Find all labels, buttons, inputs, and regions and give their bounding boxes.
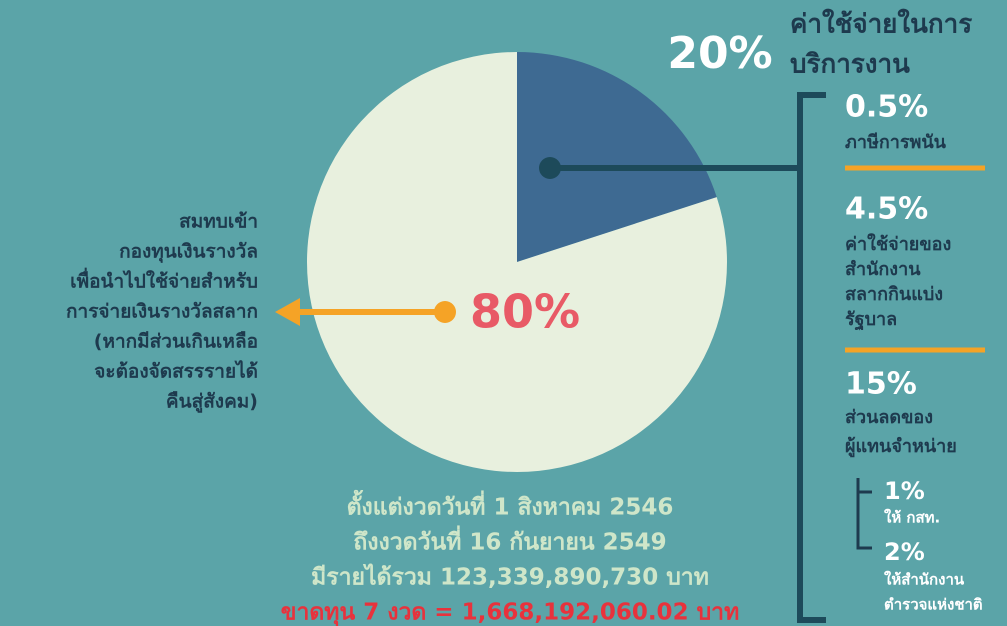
- sub-value: 2%: [884, 538, 925, 566]
- connector-dot: [539, 157, 561, 179]
- pie-slice: [517, 52, 717, 262]
- sub-label: ให้ กสท.: [884, 509, 940, 527]
- breakdown-label: ค่าใช้จ่ายของ: [845, 233, 951, 255]
- pie-slice: [307, 52, 727, 473]
- arrow-dot: [434, 301, 456, 323]
- sub-label: ตำรวจแห่งชาติ: [884, 596, 983, 614]
- slice-description: กองทุนเงินรางวัล: [119, 241, 258, 264]
- breakdown-label: ผู้แทนจำหน่าย: [845, 436, 957, 458]
- slice-description: จะต้องจัดสรรรายได้: [94, 360, 258, 383]
- sub-label: ให้สำนักงาน: [884, 571, 965, 589]
- breakdown-value: 15%: [845, 367, 917, 402]
- slice-description: คืนสู่สังคม): [166, 391, 258, 414]
- slice-description: สมทบเข้า: [179, 211, 258, 233]
- bracket: [797, 92, 826, 623]
- slice-description: เพื่อนำไปใช้จ่ายสำหรับ: [70, 268, 258, 293]
- note: ถึงงวดวันที่ 16 กันยายน 2549: [353, 525, 666, 556]
- slice-description: การจ่ายเงินรางวัลสลาก: [66, 301, 258, 323]
- slice-title: ค่าใช้จ่ายในการ: [790, 9, 972, 40]
- note: ขาดทุน 7 งวด = 1,668,192,060.02 บาท: [281, 600, 740, 626]
- sub-bracket: [856, 478, 872, 550]
- arrow-head: [275, 298, 300, 326]
- slice-title: บริการงาน: [790, 50, 910, 80]
- breakdown-label: ภาษีการพนัน: [845, 132, 947, 153]
- breakdown-label: ส่วนลดของ: [845, 407, 933, 428]
- note: ตั้งแต่งวดวันที่ 1 สิงหาคม 2546: [347, 490, 674, 521]
- slice-label: 80%: [470, 285, 580, 339]
- breakdown-label: สำนักงาน: [845, 259, 921, 280]
- note: มีรายได้รวม 123,339,890,730 บาท: [311, 563, 709, 591]
- sub-value: 1%: [884, 477, 925, 505]
- breakdown-label: รัฐบาล: [845, 309, 897, 331]
- slice-description: (หากมีส่วนเกินเหลือ: [94, 331, 258, 353]
- breakdown-label: สลากกินแบ่ง: [845, 284, 943, 305]
- breakdown-value: 4.5%: [845, 192, 928, 227]
- breakdown-value: 0.5%: [845, 90, 928, 125]
- slice-label: 20%: [667, 28, 772, 79]
